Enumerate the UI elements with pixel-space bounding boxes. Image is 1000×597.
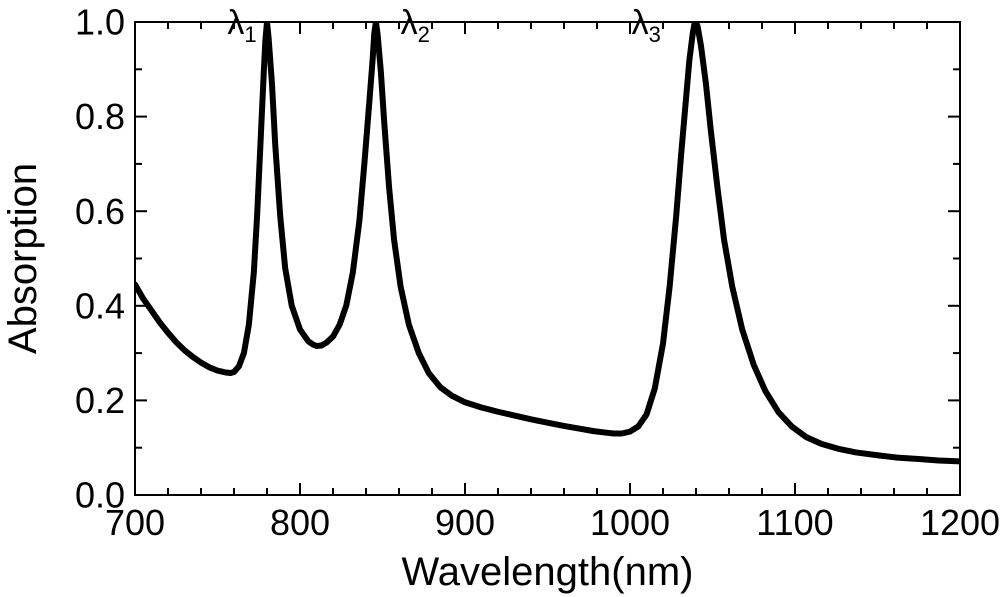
y-tick-label: 0.8 bbox=[75, 96, 125, 137]
x-axis-title: Wavelength(nm) bbox=[402, 550, 694, 594]
x-tick-label: 1000 bbox=[590, 502, 670, 543]
chart-container: 7008009001000110012000.00.20.40.60.81.0W… bbox=[0, 0, 1000, 597]
x-tick-label: 800 bbox=[270, 502, 330, 543]
y-tick-label: 0.4 bbox=[75, 285, 125, 326]
y-tick-label: 0.0 bbox=[75, 475, 125, 516]
x-tick-label: 900 bbox=[435, 502, 495, 543]
y-axis-title: Absorption bbox=[1, 163, 45, 354]
x-tick-label: 1100 bbox=[756, 502, 833, 543]
x-tick-label: 1200 bbox=[920, 502, 1000, 543]
y-tick-label: 1.0 bbox=[75, 2, 125, 43]
absorption-chart: 7008009001000110012000.00.20.40.60.81.0W… bbox=[0, 0, 1000, 597]
y-tick-label: 0.6 bbox=[75, 191, 125, 232]
y-tick-label: 0.2 bbox=[75, 380, 125, 421]
